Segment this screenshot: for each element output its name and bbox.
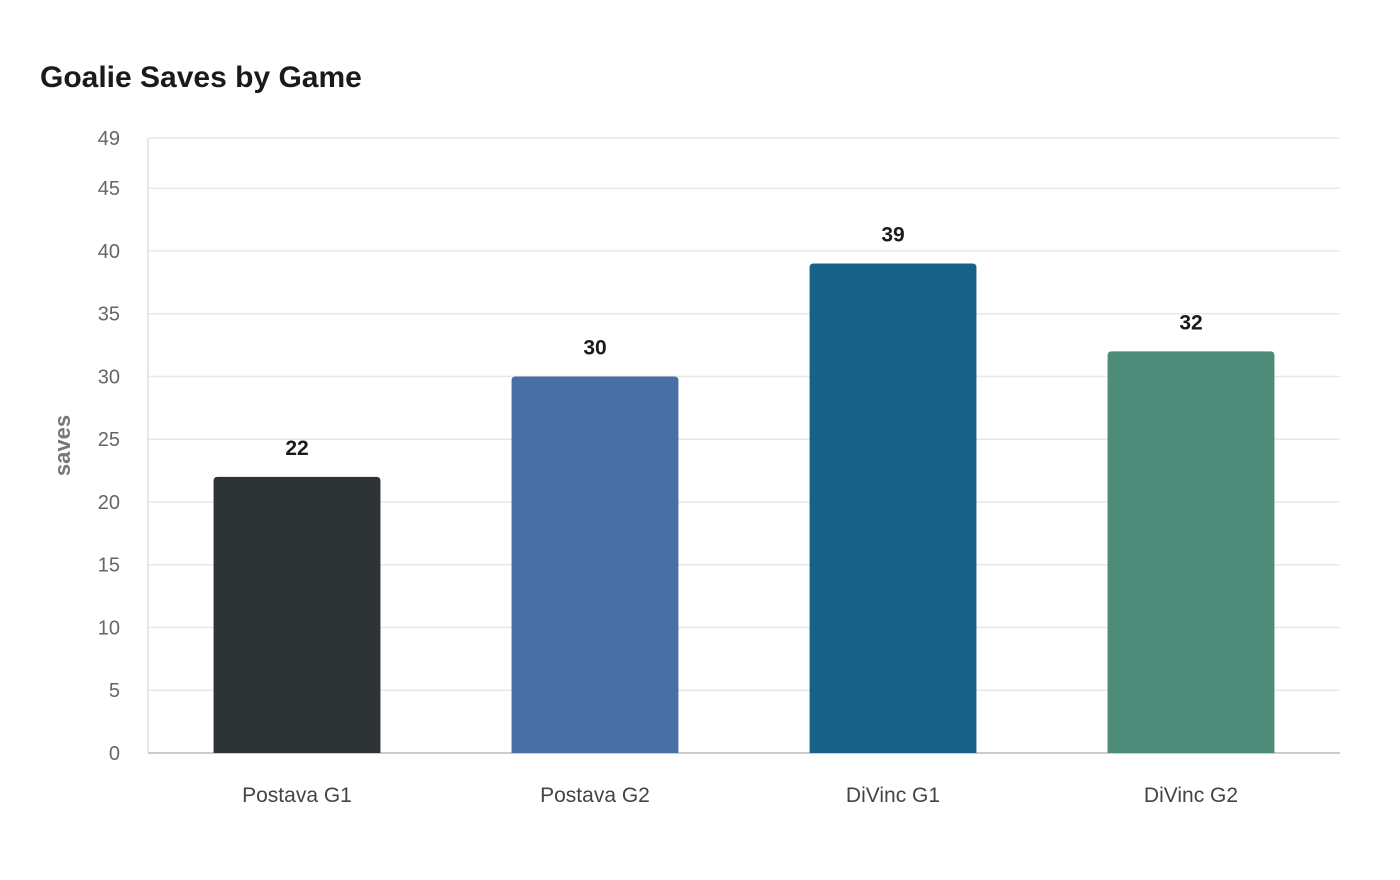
x-tick-label: Postava G2 (540, 784, 650, 807)
y-tick-labels: 0 5 10 15 20 25 30 35 40 45 49 (98, 128, 120, 765)
y-tick-label: 40 (98, 241, 120, 263)
bars (213, 263, 1275, 753)
y-tick-label: 49 (98, 128, 120, 150)
x-tick-label: DiVinc G2 (1144, 784, 1238, 807)
bar-value-label: 30 (583, 336, 606, 359)
x-tick-label: DiVinc G1 (846, 784, 940, 807)
bar[interactable] (511, 376, 679, 753)
y-axis-title: saves (50, 415, 75, 476)
value-labels: 22 30 39 32 (285, 224, 1202, 460)
chart-title: Goalie Saves by Game (40, 61, 362, 94)
bar[interactable] (809, 263, 977, 753)
x-tick-label: Postava G1 (242, 784, 352, 807)
y-tick-label: 15 (98, 555, 120, 577)
y-tick-label: 5 (109, 680, 120, 702)
bar-value-label: 32 (1179, 311, 1202, 334)
y-tick-label: 25 (98, 429, 120, 451)
y-tick-label: 10 (98, 617, 120, 639)
y-tick-label: 30 (98, 366, 120, 388)
y-tick-label: 20 (98, 492, 120, 514)
y-tick-label: 45 (98, 178, 120, 200)
bar-value-label: 39 (881, 224, 904, 247)
y-tick-label: 0 (109, 743, 120, 765)
x-tick-labels: Postava G1 Postava G2 DiVinc G1 DiVinc G2 (242, 784, 1238, 807)
bar[interactable] (1107, 351, 1275, 753)
bar-value-label: 22 (285, 437, 308, 460)
y-tick-label: 35 (98, 304, 120, 326)
bar[interactable] (213, 476, 381, 753)
